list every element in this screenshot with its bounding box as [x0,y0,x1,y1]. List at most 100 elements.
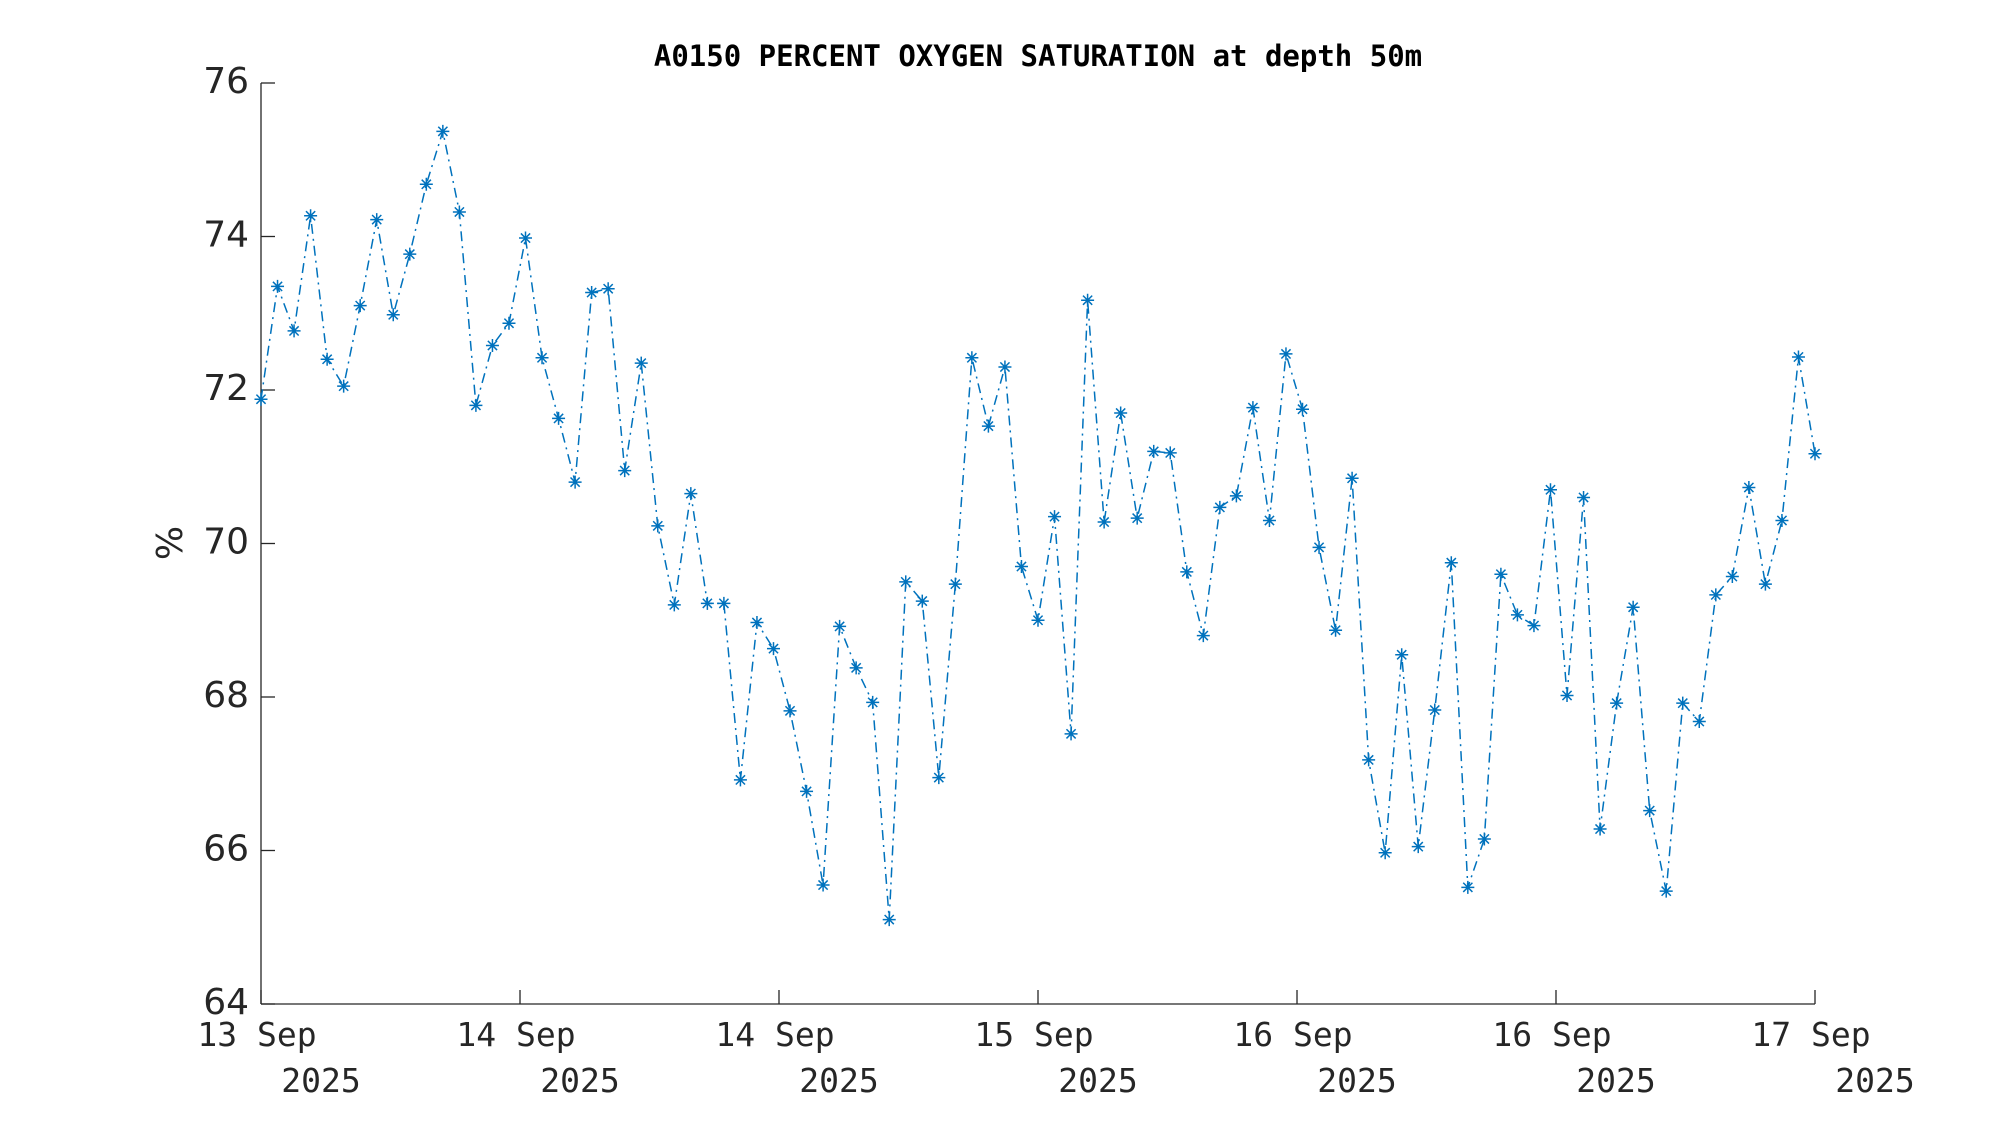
data-point [1213,500,1227,514]
data-point [733,773,747,787]
x-tick-label: 17 Sep 2025 [1751,1015,1914,1100]
data-point [1560,688,1574,702]
data-point [1659,884,1673,898]
data-point [469,398,483,412]
data-point [1725,570,1739,584]
data-point [1428,703,1442,717]
x-tick-label: 14 Sep 2025 [456,1015,619,1100]
x-tick-label: 14 Sep 2025 [715,1015,878,1100]
y-tick-label: 76 [203,61,249,102]
x-tick-label: 13 Sep 2025 [197,1015,360,1100]
data-line [260,131,1816,920]
data-point [1626,600,1640,614]
data-point [304,209,318,223]
data-point [1610,696,1624,710]
y-tick-label: 64 [203,982,249,1023]
data-point [1510,608,1524,622]
chart-title: A0150 PERCENT OXYGEN SATURATION at depth… [654,39,1422,73]
data-point [1709,588,1723,602]
data-point [1229,489,1243,503]
data-point [1296,402,1310,416]
y-tick-label: 70 [203,522,249,563]
data-point [882,913,896,927]
data-point [1246,401,1260,415]
data-point [981,419,995,433]
data-point [1362,753,1376,767]
data-point [519,231,533,245]
data-point [353,299,367,313]
data-point [1758,577,1772,591]
data-point [684,487,698,501]
data-point [287,324,301,338]
data-point [337,379,351,393]
data-point [667,598,681,612]
data-point [1791,350,1805,364]
data-point [436,124,450,138]
data-point [618,464,632,478]
data-point [1130,511,1144,525]
x-tick-label: 16 Sep 2025 [1492,1015,1655,1100]
data-point [783,704,797,718]
data-point [1494,567,1508,581]
data-point [998,360,1012,374]
y-tick-label: 66 [203,829,249,870]
data-point [386,308,400,322]
data-point [1808,447,1822,461]
data-point [915,594,929,608]
data-point [1395,648,1409,662]
data-point [502,316,516,330]
data-point [485,338,499,352]
data-point [1097,515,1111,529]
data-point [1048,510,1062,524]
x-tick-label: 15 Sep 2025 [974,1015,1137,1100]
data-point [866,695,880,709]
data-point [1031,613,1045,627]
data-point [1477,832,1491,846]
data-point [750,616,764,630]
data-point [1312,540,1326,554]
data-point [1196,629,1210,643]
data-point [651,519,665,533]
data-point [1180,565,1194,579]
data-point [1329,623,1343,637]
data-point [932,771,946,785]
data-point [816,878,830,892]
data-point [948,577,962,591]
data-point [568,475,582,489]
data-point [700,596,714,610]
data-point [552,411,566,425]
data-point [634,356,648,370]
data-point [899,575,913,589]
data-point [1114,406,1128,420]
y-tick-label: 72 [203,368,249,409]
data-point [1345,471,1359,485]
data-point [849,661,863,675]
data-point [1543,483,1557,497]
data-point [1461,880,1475,894]
data-point [1262,513,1276,527]
data-point [320,352,334,366]
data-point [1577,490,1591,504]
data-point [1742,480,1756,494]
x-tick-label: 16 Sep 2025 [1233,1015,1396,1100]
y-tick-label: 74 [203,215,249,256]
data-point [1014,560,1028,574]
data-point [1692,715,1706,729]
data-point [452,205,466,219]
data-point [1643,804,1657,818]
y-tick-label: 68 [203,675,249,716]
data-point [535,351,549,365]
data-point [833,619,847,633]
data-point [601,282,615,296]
data-point [1411,840,1425,854]
data-point [1064,727,1078,741]
data-point [419,177,433,191]
data-point [254,392,268,406]
data-point [1163,446,1177,460]
data-point [1147,444,1161,458]
data-point [271,279,285,293]
data-point [1081,293,1095,307]
data-point [1676,696,1690,710]
data-point [1444,556,1458,570]
